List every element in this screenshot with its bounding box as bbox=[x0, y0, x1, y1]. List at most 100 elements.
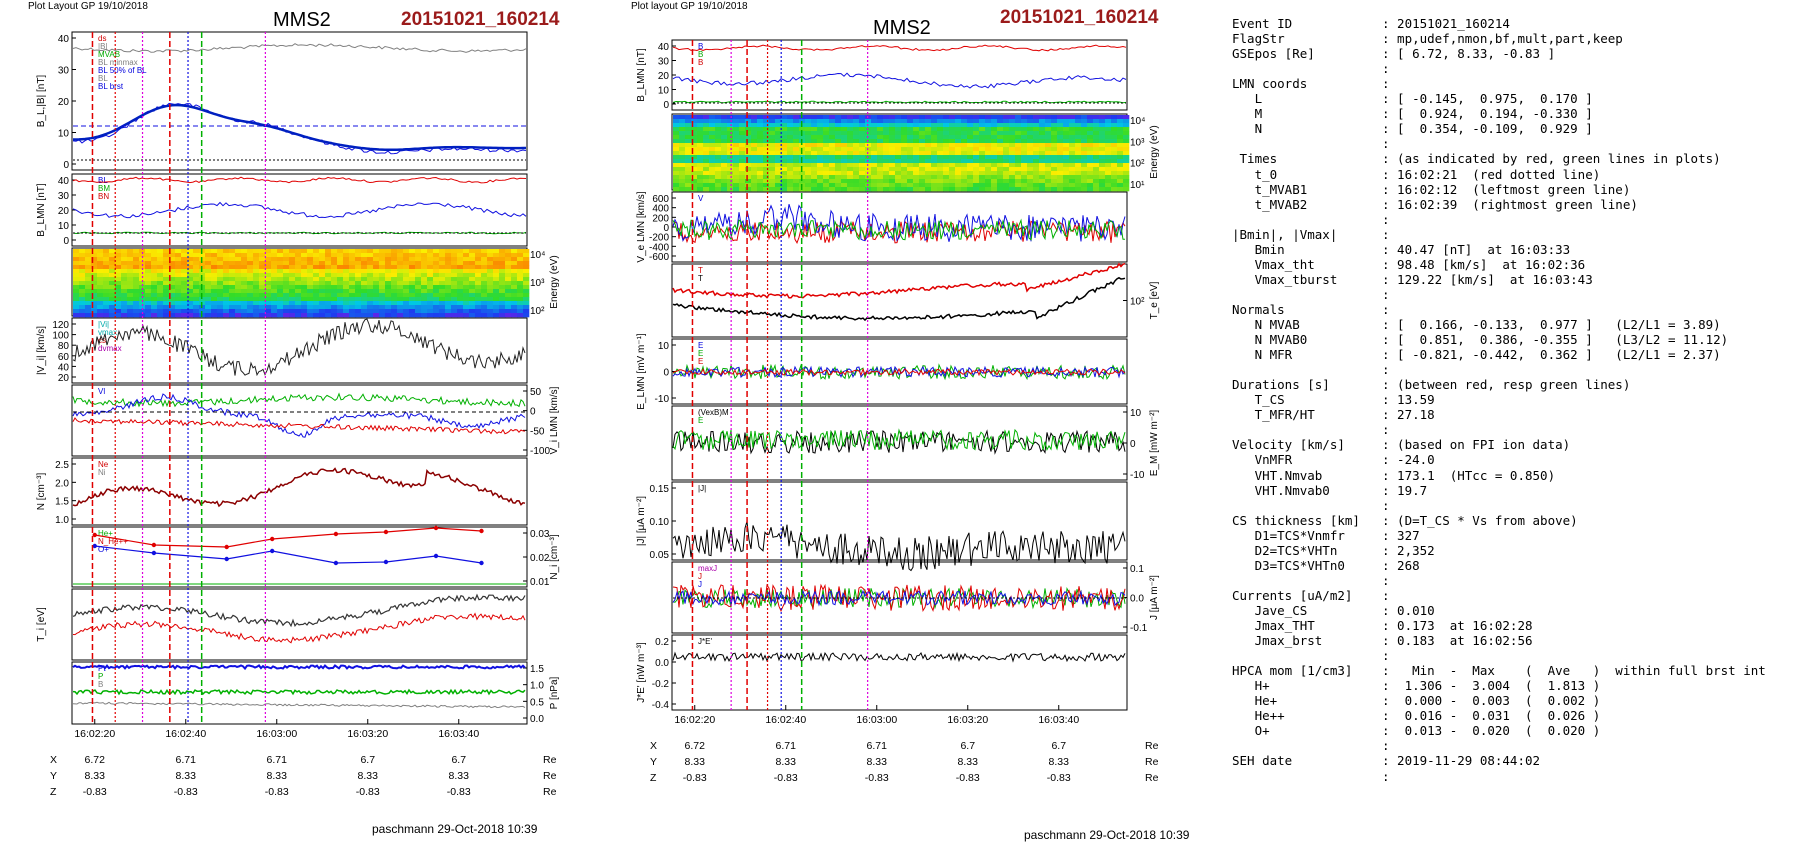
summary-value: : 20151021_160214 bbox=[1382, 16, 1510, 31]
summary-row: N MVAB0: [ 0.851, 0.386, -0.355 ] (L3/L2… bbox=[1232, 332, 1729, 348]
summary-value: : 0.016 - 0.031 ( 0.026 ) bbox=[1382, 708, 1601, 724]
left-pos-value: 6.71 bbox=[267, 754, 288, 766]
left-panel-frame bbox=[71, 173, 528, 247]
left-heplusplus-series bbox=[92, 525, 484, 550]
left-panel-frame bbox=[71, 317, 528, 384]
summary-row: Jmax_brst: 0.183 at 16:02:56 bbox=[1232, 633, 1533, 648]
mid-time-tick-label: 16:03:20 bbox=[947, 714, 988, 726]
summary-row: He+: 0.000 - 0.003 ( 0.002 ) bbox=[1232, 693, 1601, 708]
left-pos-value: -0.83 bbox=[356, 786, 380, 798]
mid-legend-entry: B bbox=[698, 42, 703, 51]
left-hpca-point bbox=[333, 560, 339, 566]
left-legend-entry: Ne bbox=[98, 460, 109, 469]
mid-ylabel: V_e LMN [km/s] bbox=[636, 191, 647, 262]
mid-panel-3: 10² T_e [eV] TT bbox=[671, 263, 1160, 338]
summary-row: Event ID: 20151021_160214 bbox=[1232, 16, 1510, 31]
mid-ytick-label: 0.10 bbox=[650, 517, 670, 528]
mid-pos-unit: Re bbox=[1145, 772, 1159, 784]
left-ytick-label: 0.5 bbox=[530, 697, 544, 708]
mid-legend-entry: T bbox=[698, 266, 703, 275]
summary-value: : 0.183 at 16:02:56 bbox=[1382, 633, 1533, 649]
left-legend-entry: N_He++ bbox=[98, 537, 128, 546]
left-ytick-label: -100 bbox=[530, 446, 550, 457]
summary-row: Jmax_THT: 0.173 at 16:02:28 bbox=[1232, 618, 1533, 633]
mid-ytick-label: 10 bbox=[1130, 408, 1142, 419]
left-pt-line bbox=[72, 664, 526, 671]
summary-key: Velocity [km/s] bbox=[1232, 437, 1345, 453]
left-legend-entry: |Vi| bbox=[98, 320, 109, 329]
summary-value: : 13.59 bbox=[1382, 392, 1435, 408]
summary-key: L bbox=[1232, 91, 1263, 107]
mid-ylabel: B_LMN [nT] bbox=[636, 48, 647, 102]
summary-key: D1=TCS*Vnmfr bbox=[1232, 527, 1345, 543]
left-hpca-point bbox=[224, 556, 229, 562]
summary-value: : (as indicated by red, green lines in p… bbox=[1382, 151, 1721, 167]
summary-value: : [ -0.821, -0.442, 0.362 ] (L2/L1 = 2.3… bbox=[1382, 347, 1721, 363]
mid-pos-unit: Re bbox=[1145, 740, 1159, 752]
summary-key: |Bmin|, |Vmax| bbox=[1232, 226, 1338, 242]
mid-ytick-label: 0.0 bbox=[655, 658, 669, 669]
left-ytick-label: 20 bbox=[58, 373, 70, 384]
mid-ytick-label: -0.1 bbox=[1130, 623, 1148, 634]
left-hpca-point bbox=[479, 528, 484, 534]
left-legend-entry: He+ bbox=[98, 529, 113, 538]
summary-row: Vmax_tburst: 129.22 [km/s] at 16:03:43 bbox=[1232, 272, 1593, 287]
summary-value: : [ 0.166, -0.133, 0.977 ] (L2/L1 = 3.89… bbox=[1382, 317, 1721, 332]
summary-value: : (based on FPI ion data) bbox=[1382, 437, 1571, 453]
mid-ytick-label: -0.4 bbox=[652, 700, 670, 711]
mid-bm-line bbox=[672, 72, 1127, 89]
summary-value: : 1.306 - 3.004 ( 1.813 ) bbox=[1382, 678, 1601, 694]
left-hpca-point bbox=[433, 525, 439, 531]
mid-pos-value: -0.83 bbox=[1047, 772, 1071, 784]
summary-row: : bbox=[1232, 738, 1390, 753]
mid-ytick-label: 600 bbox=[652, 194, 669, 205]
summary-value: : 40.47 [nT] at 16:03:33 bbox=[1382, 241, 1571, 257]
summary-value: : [ 6.72, 8.33, -0.83 ] bbox=[1382, 46, 1556, 62]
summary-row: D2=TCS*VHTn: 2,352 bbox=[1232, 543, 1435, 558]
summary-row: Velocity [km/s] : (based on FPI ion data) bbox=[1232, 437, 1570, 452]
mid-ytick-label: 10 bbox=[658, 341, 670, 352]
summary-row: O+: 0.013 - 0.020 ( 0.020 ) bbox=[1232, 723, 1601, 738]
summary-row: t_0: 16:02:21 (red dotted line) bbox=[1232, 166, 1601, 182]
summary-value: : [ 0.851, 0.386, -0.355 ] (L3/L2 = 11.1… bbox=[1382, 332, 1729, 348]
left-hpca-point bbox=[92, 532, 97, 538]
mid-ytick-label: 10⁴ bbox=[1130, 116, 1145, 127]
summary-row: t_MVAB2: 16:02:39 (rightmost green line) bbox=[1232, 197, 1638, 212]
left-pos-label: X bbox=[50, 754, 57, 766]
mid-pos-label: Z bbox=[650, 772, 657, 784]
mid-panel-8: 0.2 0.0 -0.2 -0.4 J*E' [nW m⁻³] J*E' bbox=[636, 634, 1128, 711]
summary-value: : [ 0.354, -0.109, 0.929 ] bbox=[1382, 121, 1593, 137]
summary-value: : bbox=[1382, 61, 1390, 77]
summary-row: : bbox=[1232, 212, 1390, 227]
left-vin-line bbox=[72, 417, 526, 435]
mid-pos-value: 8.33 bbox=[1049, 756, 1070, 768]
left-hpca-point bbox=[92, 543, 97, 549]
summary-key: t_0 bbox=[1232, 166, 1278, 182]
summary-key: Normals bbox=[1232, 301, 1285, 317]
left-b-magnitude-line bbox=[72, 43, 527, 53]
left-ytick-label: -50 bbox=[530, 426, 545, 437]
left-legend-entry: MVAB bbox=[98, 50, 120, 59]
mid-bn-line bbox=[672, 100, 1127, 104]
left-panel-frame bbox=[71, 457, 528, 526]
mid-panel-frame bbox=[671, 263, 1128, 338]
left-ytick-label: 20 bbox=[58, 97, 70, 108]
summary-row: N MFR: [ -0.821, -0.442, 0.362 ] (L2/L1 … bbox=[1232, 347, 1721, 362]
left-event-title: 20151021_160214 bbox=[401, 9, 560, 30]
left-ylabel: N [cm⁻³] bbox=[36, 473, 47, 511]
summary-key: t_MVAB2 bbox=[1232, 196, 1308, 212]
summary-key: N bbox=[1232, 121, 1263, 137]
summary-key: VHT.Nmvab0 bbox=[1232, 482, 1330, 498]
summary-value: : 268 bbox=[1382, 557, 1420, 573]
left-ylabel: Energy (eV) bbox=[549, 255, 560, 308]
mid-j-magnitude-line bbox=[672, 521, 1126, 572]
summary-row: VnMFR: -24.0 bbox=[1232, 452, 1435, 467]
left-hpca-point bbox=[270, 548, 275, 554]
mid-ytick-label: -200 bbox=[649, 233, 669, 244]
summary-value: : 173.1 (HTcc = 0.850) bbox=[1382, 467, 1556, 483]
